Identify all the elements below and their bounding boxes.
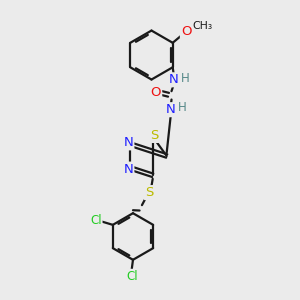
Text: Cl: Cl (126, 270, 138, 283)
Text: N: N (124, 163, 134, 176)
Text: H: H (181, 71, 189, 85)
Text: N: N (169, 73, 179, 86)
Text: CH₃: CH₃ (193, 21, 213, 31)
Text: O: O (181, 25, 191, 38)
Text: S: S (145, 186, 153, 199)
Text: H: H (178, 101, 186, 114)
Text: N: N (124, 136, 134, 149)
Text: O: O (151, 86, 161, 100)
Text: N: N (166, 103, 176, 116)
Text: Cl: Cl (90, 214, 102, 227)
Text: S: S (150, 129, 158, 142)
